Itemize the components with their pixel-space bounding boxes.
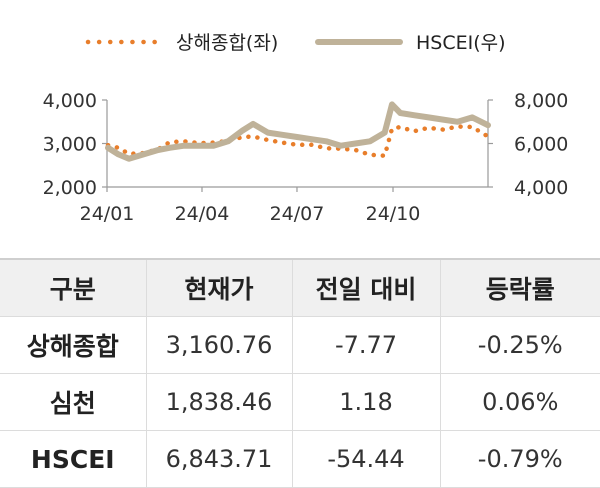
table-header-row: 구분 현재가 전일 대비 등락률 — [0, 258, 600, 317]
series-line-hscei — [105, 101, 491, 162]
row-label: 상해종합 — [0, 316, 146, 374]
row-label: HSCEI — [0, 430, 146, 488]
change-rate: -0.25% — [439, 316, 600, 374]
x-tick-label: 24/01 — [80, 203, 135, 225]
table-row: HSCEI 6,843.71 -54.44 -0.79% — [0, 430, 600, 488]
current-price: 1,838.46 — [145, 373, 292, 431]
index-table: 구분 현재가 전일 대비 등락률 상해종합 3,160.76 -7.77 -0.… — [0, 258, 600, 488]
change-rate: 0.06% — [439, 373, 600, 431]
right-tick-label: 4,000 — [514, 177, 568, 199]
change: -54.44 — [291, 430, 440, 488]
header-change: 전일 대비 — [291, 258, 440, 317]
table-row: 상해종합 3,160.76 -7.77 -0.25% — [0, 316, 600, 374]
right-tick-label: 6,000 — [514, 134, 568, 156]
x-tick-label: 24/07 — [270, 203, 325, 225]
change: -7.77 — [291, 316, 440, 374]
current-price: 6,843.71 — [145, 430, 292, 488]
x-tick-label: 24/10 — [366, 203, 421, 225]
chart-axes: 2,000 3,000 4,000 4,000 6,000 8,000 24/01 24/04… — [43, 90, 569, 225]
right-tick-label: 8,000 — [514, 90, 568, 112]
x-tick-label: 24/04 — [175, 203, 230, 225]
left-tick-label: 2,000 — [43, 177, 97, 199]
row-label: 심천 — [0, 373, 146, 431]
change-rate: -0.79% — [439, 430, 600, 488]
table-row: 심천 1,838.46 1.18 0.06% — [0, 373, 600, 431]
plot-area — [105, 101, 491, 162]
legend-label-hscei: HSCEI(우) — [416, 32, 506, 54]
series-line-shanghai — [105, 124, 491, 158]
legend-label-shanghai: 상해종합(좌) — [176, 32, 278, 54]
left-tick-label: 4,000 — [43, 90, 97, 112]
change: 1.18 — [291, 373, 440, 431]
header-category: 구분 — [0, 258, 146, 317]
current-price: 3,160.76 — [145, 316, 292, 374]
legend: 상해종합(좌) HSCEI(우) — [85, 32, 506, 54]
line-chart: 상해종합(좌) HSCEI(우) 2,000 3,000 4,000 4,000 6,00… — [43, 32, 569, 225]
header-change-rate: 등락률 — [439, 258, 600, 317]
header-current-price: 현재가 — [145, 258, 292, 317]
left-tick-label: 3,000 — [43, 134, 97, 156]
